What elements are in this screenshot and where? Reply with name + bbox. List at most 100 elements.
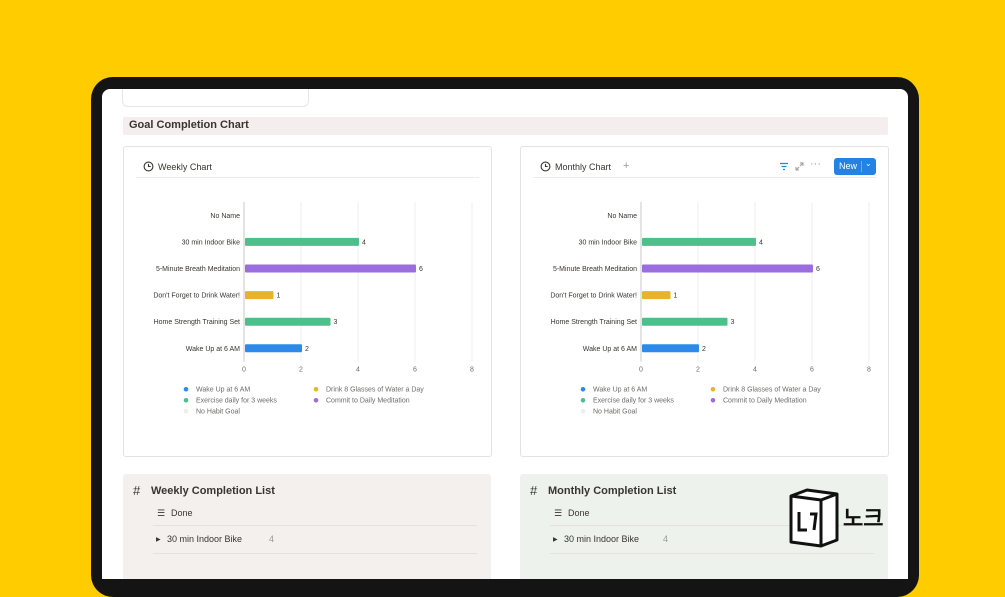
- bar: [245, 237, 359, 246]
- data-label: 1: [277, 293, 281, 300]
- weekly-list-title: Weekly Completion List: [151, 485, 275, 497]
- list-item-label[interactable]: 30 min Indoor Bike: [564, 534, 640, 544]
- monthly-list-title: Monthly Completion List: [548, 485, 677, 497]
- toggle-triangle-icon[interactable]: ▶: [156, 537, 161, 543]
- hash-icon: #: [530, 483, 538, 498]
- legend-swatch: [580, 387, 586, 392]
- legend-label: Drink 8 Glasses of Water a Day: [723, 387, 821, 394]
- section-heading-text: Goal Completion Chart: [129, 119, 249, 131]
- section-heading: Goal Completion Chart: [123, 117, 888, 135]
- bar: [245, 317, 331, 326]
- data-label: 4: [759, 239, 763, 246]
- y-tick-label: Home Strength Training Set: [154, 319, 240, 326]
- bar: [642, 291, 671, 300]
- weekly-chart-card[interactable]: Weekly Chart 0 2 4 6 8 No Name 30 min Indoor B…: [123, 146, 492, 457]
- filter-icon[interactable]: [779, 162, 789, 171]
- expand-icon[interactable]: [795, 162, 804, 171]
- list-icon: ☰: [157, 508, 166, 518]
- legend-swatch: [183, 409, 189, 414]
- bar: [642, 237, 756, 246]
- new-button[interactable]: New ⌄: [834, 158, 876, 175]
- x-tick-label: 8: [470, 367, 474, 374]
- legend-label: Wake Up at 6 AM: [196, 387, 250, 394]
- bar: [642, 317, 728, 326]
- y-tick-label: Wake Up at 6 AM: [583, 346, 637, 353]
- group-label-done[interactable]: Done: [171, 508, 193, 518]
- top-card[interactable]: [122, 89, 309, 107]
- x-tick-label: 0: [639, 367, 643, 374]
- legend-swatch: [313, 387, 319, 392]
- weekly-chart-title[interactable]: Weekly Chart: [158, 162, 212, 172]
- toggle-triangle-icon[interactable]: ▶: [553, 537, 558, 543]
- legend-swatch: [313, 398, 319, 403]
- legend-swatch: [580, 409, 586, 414]
- divider: [550, 525, 874, 526]
- legend-swatch: [710, 398, 716, 403]
- legend-label: Commit to Daily Meditation: [326, 398, 410, 405]
- bar: [642, 344, 699, 353]
- data-label: 3: [334, 319, 338, 326]
- x-tick-label: 6: [810, 367, 814, 374]
- add-view-plus-icon[interactable]: +: [623, 160, 630, 172]
- weekly-bar-chart: 0 2 4 6 8 No Name 30 min Indoor Bike 4 5-Minute …: [153, 202, 474, 416]
- y-tick-label: No Name: [607, 213, 637, 220]
- list-icon: ☰: [554, 508, 563, 518]
- bar: [245, 344, 302, 353]
- data-label: 6: [419, 266, 423, 273]
- legend-swatch: [183, 398, 189, 403]
- weekly-chart-header: Weekly Chart: [136, 157, 479, 178]
- group-label-done[interactable]: Done: [568, 508, 590, 518]
- monthly-chart-header: Monthly Chart + ··· New ⌄: [533, 157, 876, 178]
- divider: [550, 553, 874, 554]
- more-options-icon[interactable]: ···: [810, 158, 821, 170]
- y-tick-label: 5-Minute Breath Meditation: [553, 266, 637, 273]
- legend-swatch: [710, 387, 716, 392]
- notion-knock-logo: 노크: [789, 488, 883, 548]
- legend-label: No Habit Goal: [196, 409, 240, 416]
- legend-label: Exercise daily for 3 weeks: [196, 398, 277, 405]
- clock-icon: [143, 161, 154, 172]
- new-button-label: New: [839, 161, 858, 171]
- y-tick-label: 30 min Indoor Bike: [182, 239, 240, 246]
- y-tick-label: 30 min Indoor Bike: [579, 239, 637, 246]
- list-item-label[interactable]: 30 min Indoor Bike: [167, 534, 243, 544]
- x-tick-label: 2: [299, 367, 303, 374]
- y-tick-label: No Name: [210, 213, 240, 220]
- y-tick-label: Don't Forget to Drink Water!: [550, 293, 637, 300]
- chevron-down-icon[interactable]: ⌄: [865, 159, 872, 168]
- y-tick-label: Don't Forget to Drink Water!: [153, 293, 240, 300]
- x-tick-label: 8: [867, 367, 871, 374]
- legend-label: Drink 8 Glasses of Water a Day: [326, 387, 424, 394]
- monthly-chart-card[interactable]: Monthly Chart + ··· New ⌄ 0 2 4 6 8 No Name 30…: [520, 146, 889, 457]
- data-label: 2: [305, 346, 309, 353]
- y-tick-label: 5-Minute Breath Meditation: [156, 266, 240, 273]
- x-tick-label: 4: [356, 367, 360, 374]
- monthly-chart-title[interactable]: Monthly Chart: [555, 162, 612, 172]
- legend-label: No Habit Goal: [593, 409, 637, 416]
- bar: [245, 291, 274, 300]
- data-label: 1: [674, 293, 678, 300]
- list-item-count: 4: [269, 534, 275, 544]
- laptop-screen: Goal Completion Chart Weekly Chart 0 2 4 6 8…: [102, 89, 908, 579]
- data-label: 6: [816, 266, 820, 273]
- bar: [245, 264, 416, 273]
- data-label: 4: [362, 239, 366, 246]
- x-tick-label: 4: [753, 367, 757, 374]
- hash-icon: #: [133, 483, 141, 498]
- legend-swatch: [580, 398, 586, 403]
- weekly-completion-list: # Weekly Completion List ☰ Done ▶ 30 min…: [123, 474, 491, 579]
- y-tick-label: Home Strength Training Set: [551, 319, 637, 326]
- data-label: 3: [731, 319, 735, 326]
- legend-swatch: [183, 387, 189, 392]
- legend-label: Exercise daily for 3 weeks: [593, 398, 674, 405]
- x-tick-label: 2: [696, 367, 700, 374]
- x-tick-label: 0: [242, 367, 246, 374]
- data-label: 2: [702, 346, 706, 353]
- list-item-count: 4: [663, 534, 669, 544]
- divider: [153, 553, 477, 554]
- logo-text: 노크: [843, 506, 883, 531]
- divider: [153, 525, 477, 526]
- new-button-divider: [861, 161, 862, 172]
- legend-label: Wake Up at 6 AM: [593, 387, 647, 394]
- monthly-bar-chart: 0 2 4 6 8 No Name 30 min Indoor Bike 4 5-Minute …: [550, 202, 871, 416]
